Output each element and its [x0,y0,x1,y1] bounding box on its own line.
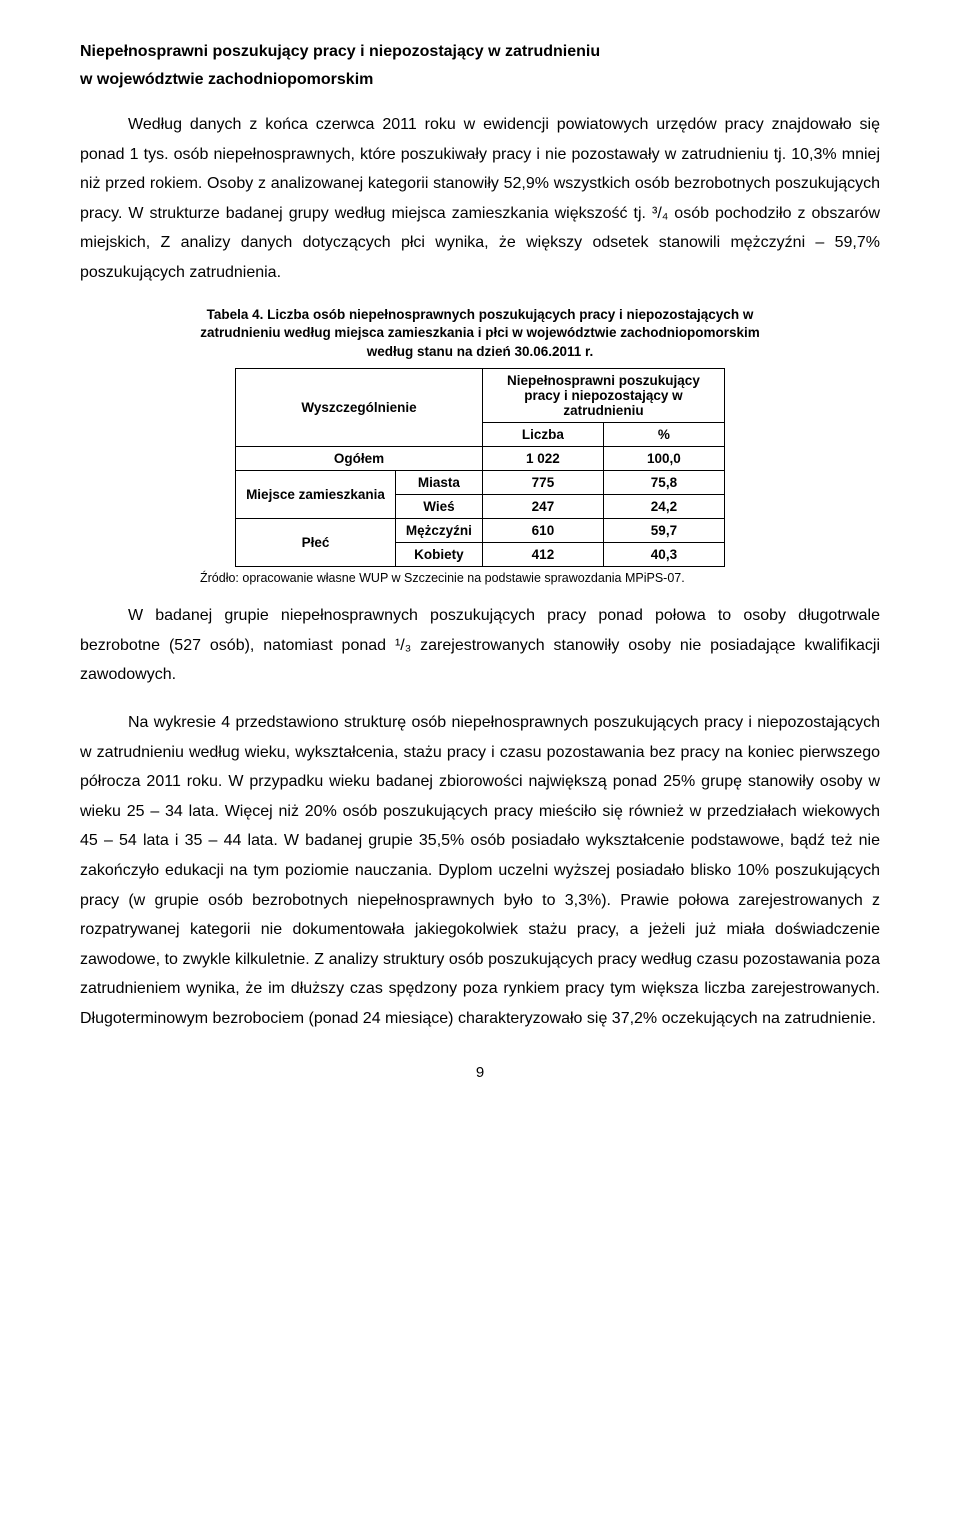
cell-mezczyzni-liczba: 610 [482,519,603,543]
cell-kobiety-liczba: 412 [482,543,603,567]
header-liczba: Liczba [482,423,603,447]
table-row-mezczyzni: Płeć Mężczyźni 610 59,7 [236,519,725,543]
cell-miasta-pct: 75,8 [603,471,724,495]
cell-plec-group: Płeć [236,519,396,567]
cell-kobiety-label: Kobiety [395,543,482,567]
cell-wies-liczba: 247 [482,495,603,519]
table-row-ogolem: Ogółem 1 022 100,0 [236,447,725,471]
paragraph-3: Na wykresie 4 przedstawiono strukturę os… [80,708,880,1034]
header-percent: % [603,423,724,447]
cell-mezczyzni-pct: 59,7 [603,519,724,543]
cell-ogolem-label: Ogółem [236,447,483,471]
cell-miasta-liczba: 775 [482,471,603,495]
section-title: Niepełnosprawni poszukujący pracy i niep… [80,40,880,64]
table-row-miasta: Miejsce zamieszkania Miasta 775 75,8 [236,471,725,495]
page-number: 9 [80,1064,880,1081]
cell-mezczyzni-label: Mężczyźni [395,519,482,543]
paragraph-2: W badanej grupie niepełnosprawnych poszu… [80,601,880,690]
table-header-row-1: Wyszczególnienie Niepełnosprawni poszuku… [236,369,725,423]
cell-miasta-label: Miasta [395,471,482,495]
data-table: Wyszczególnienie Niepełnosprawni poszuku… [235,368,725,567]
cell-miejsce-group: Miejsce zamieszkania [236,471,396,519]
cell-wies-label: Wieś [395,495,482,519]
table-source: Źródło: opracowanie własne WUP w Szczeci… [200,571,760,585]
table-caption: Tabela 4. Liczba osób niepełnosprawnych … [200,306,760,363]
paragraph-1: Według danych z końca czerwca 2011 roku … [80,110,880,288]
cell-kobiety-pct: 40,3 [603,543,724,567]
page-container: Niepełnosprawni poszukujący pracy i niep… [0,0,960,1111]
cell-ogolem-pct: 100,0 [603,447,724,471]
section-subtitle: w województwie zachodniopomorskim [80,68,880,92]
cell-wies-pct: 24,2 [603,495,724,519]
header-wyszczegolnienie: Wyszczególnienie [236,369,483,447]
header-group: Niepełnosprawni poszukujący pracy i niep… [482,369,724,423]
cell-ogolem-liczba: 1 022 [482,447,603,471]
